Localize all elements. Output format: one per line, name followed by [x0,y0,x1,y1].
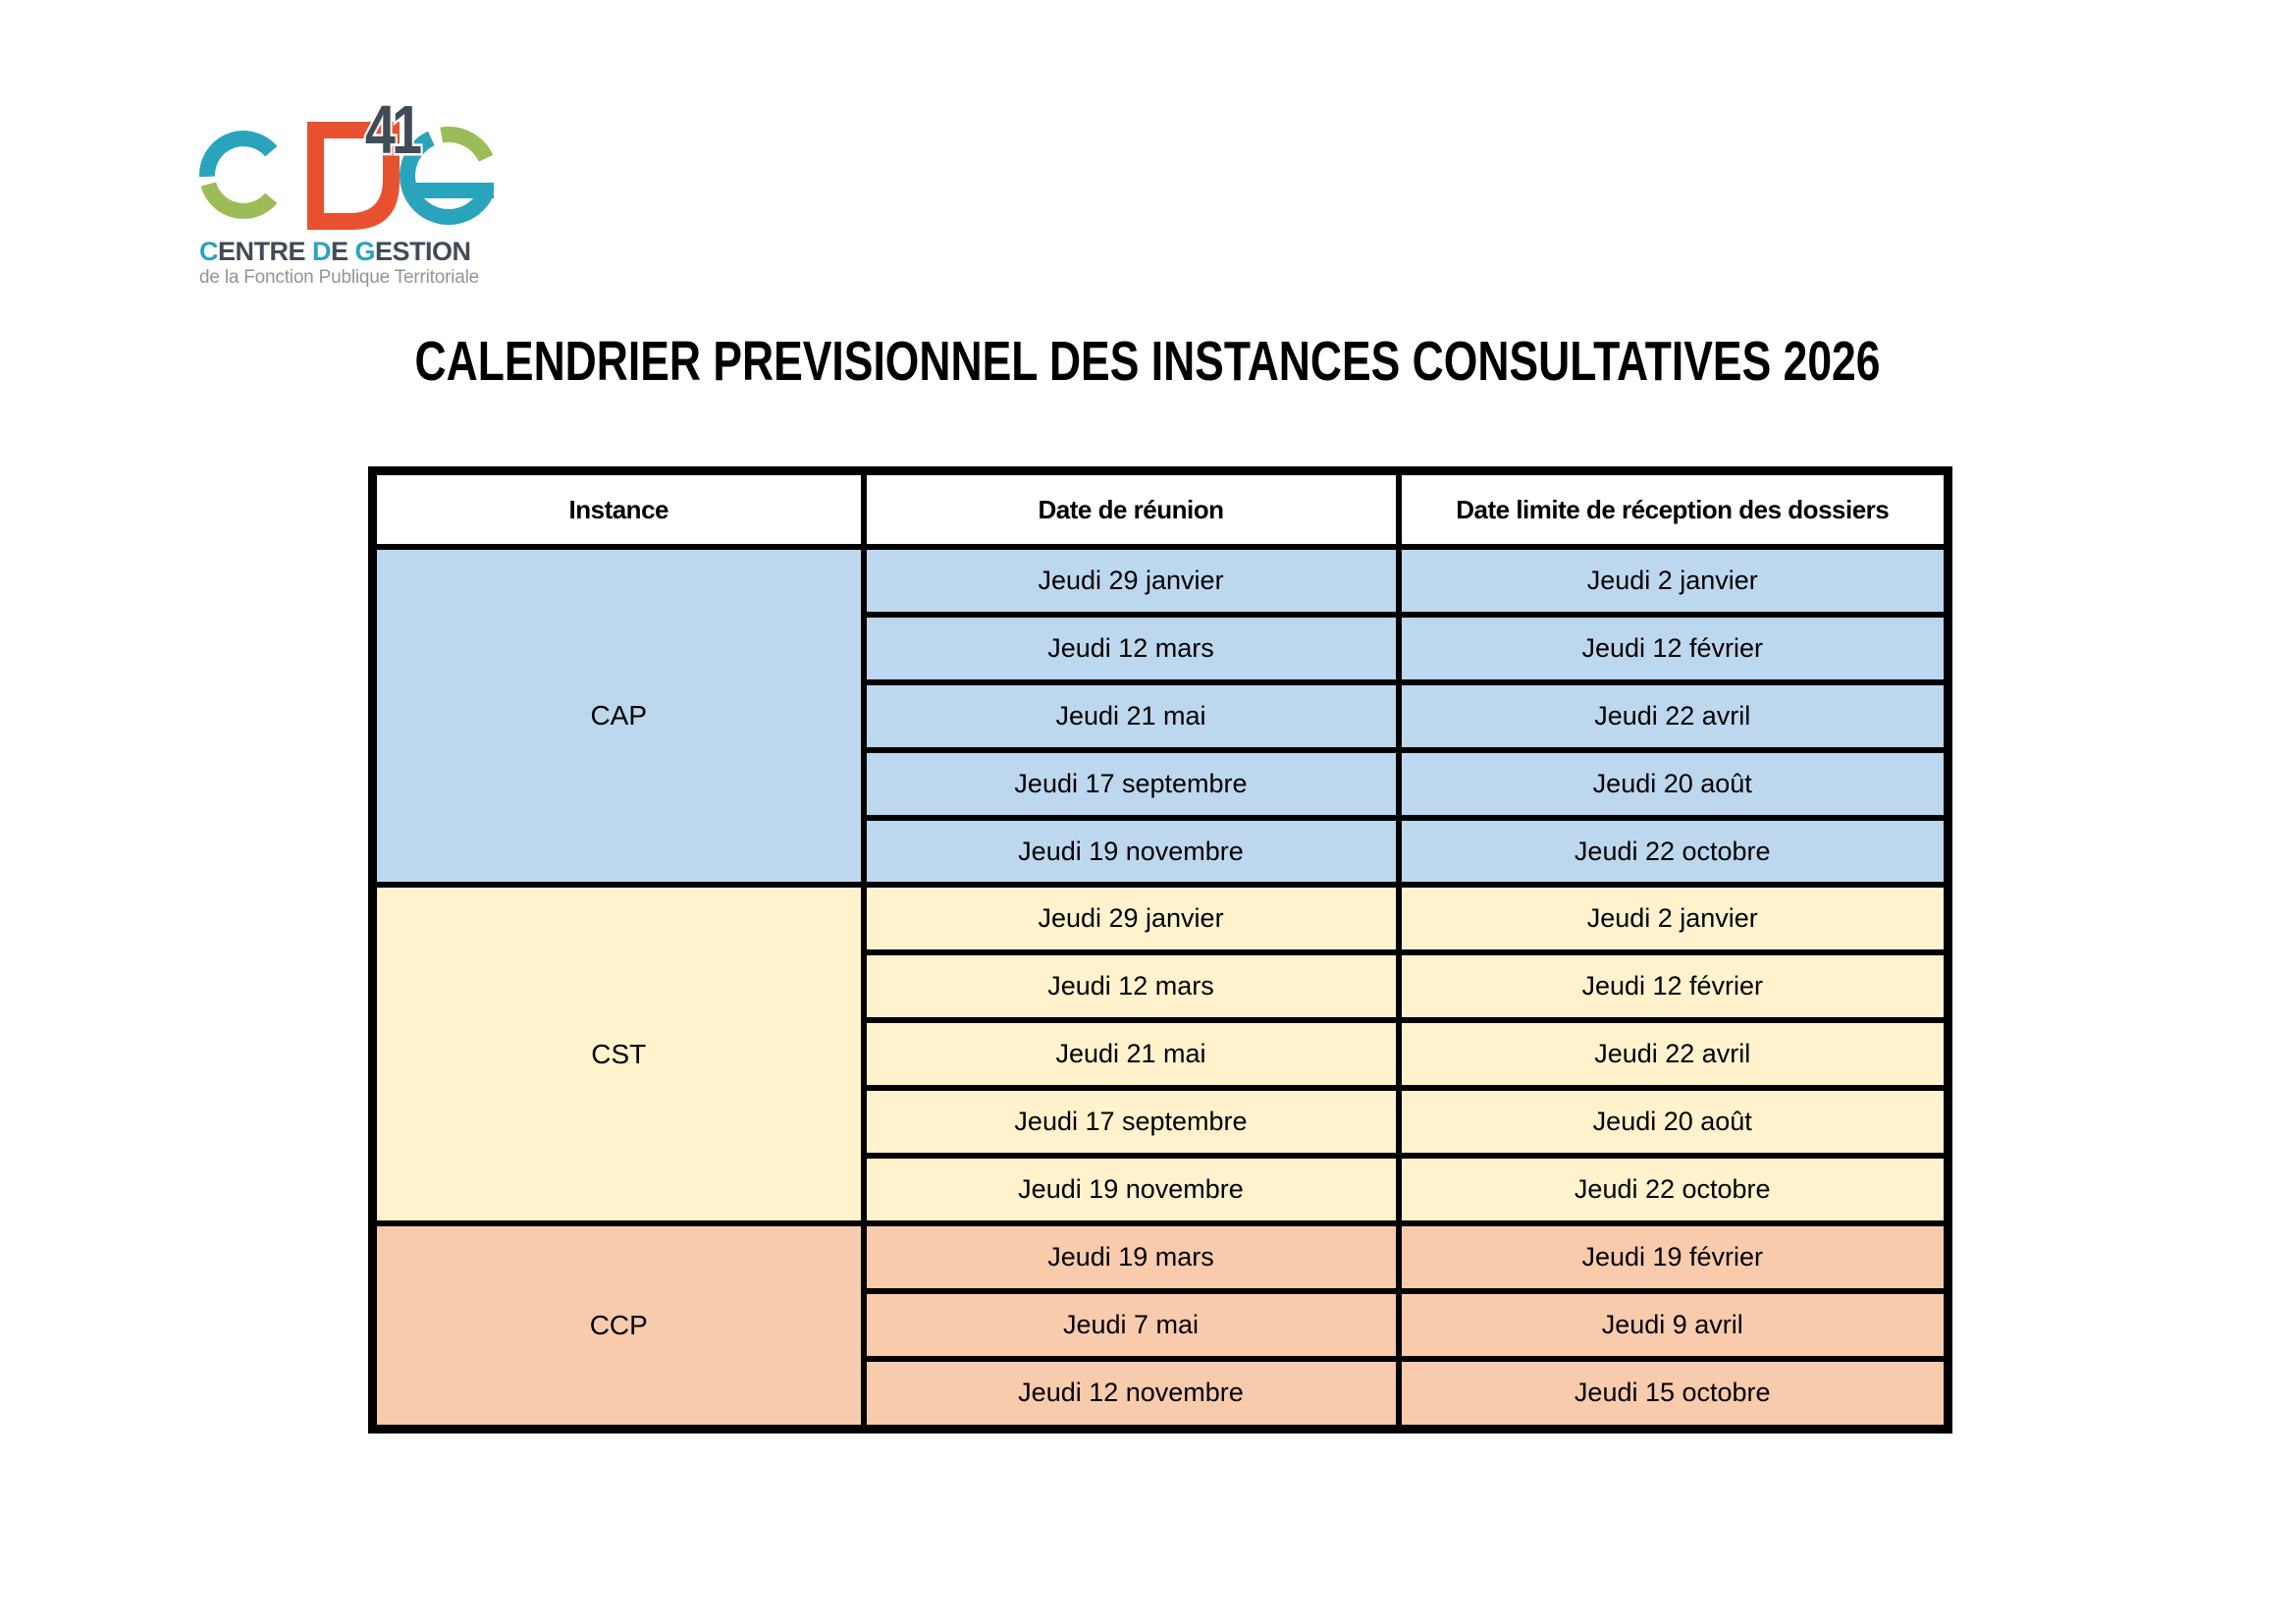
logo-letter-g-bar [409,183,494,198]
logo-name-segment: E [331,237,355,266]
table-row: Jeudi 21 mai Jeudi 22 avril [373,1017,1951,1092]
logo-name: CENTRE DE GESTION [199,237,533,266]
deadline-date-cell: Jeudi 22 avril [1395,1017,1951,1092]
deadline-date-cell: Jeudi 19 février [1395,1219,1951,1294]
table-row: Jeudi 12 novembre Jeudi 15 octobre [373,1355,1951,1433]
deadline-date-cell: Jeudi 20 août [1395,746,1951,821]
instance-cell-cst: CST [369,882,867,1226]
meeting-date-cell: Jeudi 29 janvier [860,544,1402,618]
table-row: Jeudi 21 mai Jeudi 22 avril [373,678,1951,753]
deadline-date-cell: Jeudi 2 janvier [1395,882,1951,956]
logo-name-segment: C [199,237,219,266]
meeting-date-cell: Jeudi 17 septembre [860,746,1402,821]
column-header: Instance [369,467,867,550]
instance-cell-ccp: CCP [369,1219,867,1433]
instance-cell-cap: CAP [369,543,867,889]
logo-subtitle: de la Fonction Publique Territoriale [199,267,480,288]
table-row: Jeudi 7 mai Jeudi 9 avril [373,1287,1951,1362]
deadline-date-cell: Jeudi 15 octobre [1395,1355,1951,1433]
deadline-date-cell: Jeudi 9 avril [1395,1287,1951,1362]
meeting-date-cell: Jeudi 12 novembre [860,1355,1402,1433]
logo-name-segment: D [312,237,332,266]
meeting-date-cell: Jeudi 19 novembre [860,814,1402,889]
table-header-row: Instance Date de réunion Date limite de ré… [369,467,1951,550]
table-row: CAP Jeudi 29 janvier Jeudi 2 janvier [369,543,1951,889]
deadline-date-cell: Jeudi 22 octobre [1395,814,1951,889]
column-header: Date de réunion [860,467,1402,550]
meeting-date-cell: Jeudi 17 septembre [860,1085,1402,1160]
logo-letter-c-top-arc [199,131,278,178]
logo-name-segment: ESTION [375,237,471,266]
logo-letter-g-main-arc [400,131,494,225]
table-row: CST Jeudi 29 janvier Jeudi 2 janvier [369,882,1951,1226]
deadline-date-cell: Jeudi 22 octobre [1395,1153,1951,1226]
logo-letter-d [307,122,400,230]
table-row: Jeudi 17 septembre Jeudi 20 août [373,1085,1951,1160]
column-header: Date limite de réception des dossiers [1395,467,1951,550]
logo-letter-c-bottom-arc [200,182,278,219]
logo-name-segment: ENTRE [218,237,313,266]
meeting-date-cell: Jeudi 7 mai [860,1287,1402,1362]
deadline-date-cell: Jeudi 22 avril [1395,678,1951,753]
table-row: Jeudi 12 mars Jeudi 12 février [373,611,1951,685]
cdg41-logo-graphic: 41 [199,90,494,230]
meeting-date-cell: Jeudi 12 mars [860,611,1402,685]
deadline-date-cell: Jeudi 12 février [1395,949,1951,1024]
table-row: Jeudi 19 novembre Jeudi 22 octobre [373,1153,1951,1226]
meeting-date-cell: Jeudi 21 mai [860,1017,1402,1092]
deadline-date-cell: Jeudi 20 août [1395,1085,1951,1160]
meeting-date-cell: Jeudi 29 janvier [860,882,1402,956]
meeting-date-cell: Jeudi 12 mars [860,949,1402,1024]
meeting-date-cell: Jeudi 21 mai [860,678,1402,753]
logo-name-segment: G [354,237,376,266]
page-title: CALENDRIER PREVISIONNEL DES INSTANCES CO… [0,330,2296,393]
table-row: Jeudi 17 septembre Jeudi 20 août [373,746,1951,821]
meeting-date-cell: Jeudi 19 mars [860,1219,1402,1294]
calendar-table: Instance Date de réunion Date limite de ré… [368,466,1952,1434]
table-row: Jeudi 12 mars Jeudi 12 février [373,949,1951,1024]
table-row: Jeudi 19 novembre Jeudi 22 octobre [373,814,1951,889]
deadline-date-cell: Jeudi 12 février [1395,611,1951,685]
page-title-text: CALENDRIER PREVISIONNEL DES INSTANCES CO… [415,330,1881,393]
deadline-date-cell: Jeudi 2 janvier [1395,544,1951,618]
table-row: CCP Jeudi 19 mars Jeudi 19 février [369,1219,1951,1433]
meeting-date-cell: Jeudi 19 novembre [860,1153,1402,1226]
logo-number-41: 41 [365,92,421,168]
logo-letter-g-top-arc [440,127,494,163]
cdg41-logo: 41 CENTRE DE GESTION de la Fonction Publ… [199,84,533,289]
